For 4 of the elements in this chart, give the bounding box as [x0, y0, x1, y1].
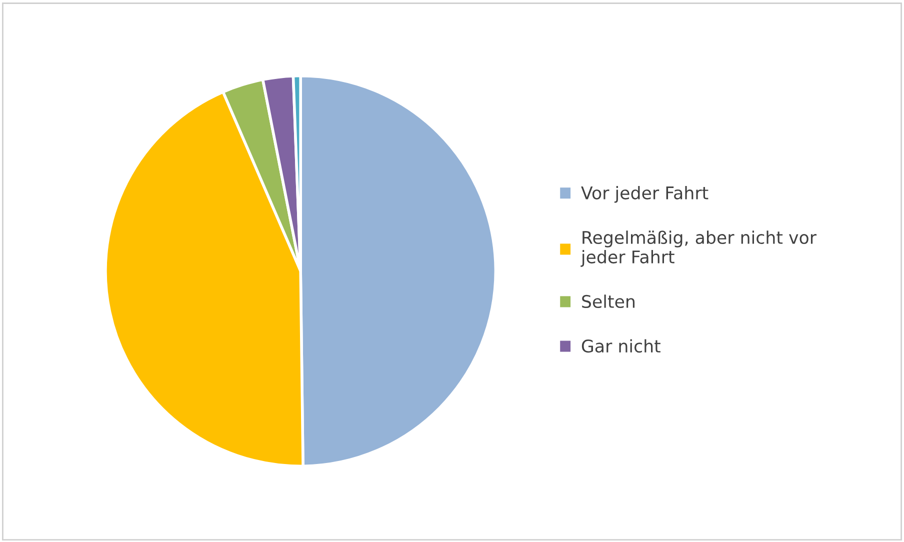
legend-label: Regelmäßig, aber nicht vor jeder Fahrt	[580, 230, 817, 267]
legend-label: Selten	[582, 294, 634, 308]
legend-label: Vor jeder Fahrt	[581, 186, 708, 203]
legend-label: Gar nicht	[582, 339, 660, 353]
